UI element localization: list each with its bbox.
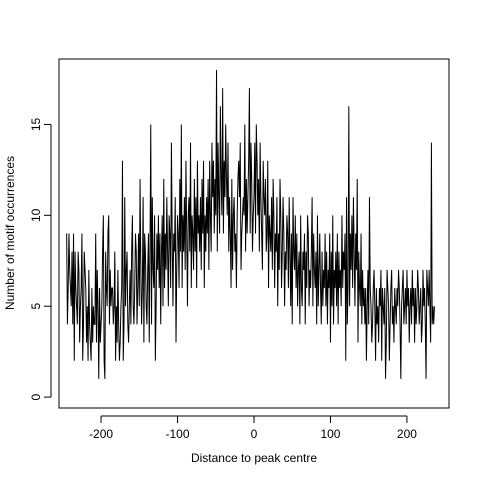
x-tick-label: 200 [397, 427, 417, 441]
y-axis-label: Number of motif occurrences [3, 156, 17, 310]
x-tick-label: 0 [251, 427, 258, 441]
y-tick-label: 0 [29, 393, 43, 400]
x-tick-label: -200 [89, 427, 113, 441]
plot-frame [58, 58, 450, 409]
x-tick-label: 100 [320, 427, 340, 441]
series-line [66, 69, 435, 379]
y-tick-label: 15 [29, 117, 43, 131]
y-axis: 0 5 10 15 [29, 117, 52, 400]
x-tick-label: -100 [166, 427, 190, 441]
x-axis: -200 -100 0 100 200 [89, 415, 417, 441]
y-tick-label: 10 [29, 208, 43, 222]
y-tick-label: 5 [29, 303, 43, 310]
x-axis-label: Distance to peak centre [191, 451, 317, 465]
